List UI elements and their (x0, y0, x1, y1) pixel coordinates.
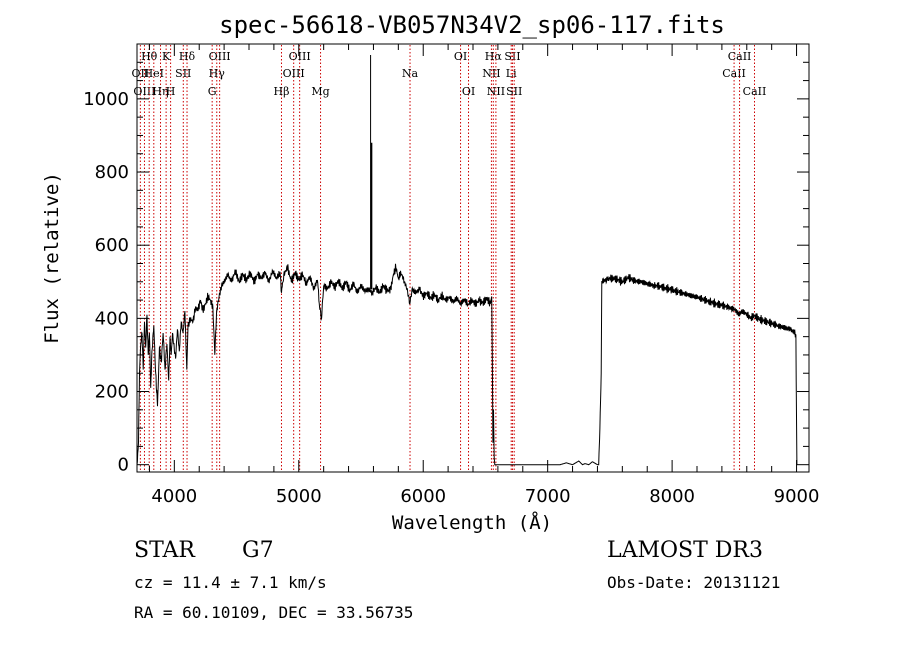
line-mark-label-8: Hδ (179, 50, 196, 63)
flux-series-0 (136, 263, 798, 466)
x-tick-label-0: 4000 (151, 486, 197, 507)
line-mark-label-27: CaII (743, 85, 767, 98)
line-mark-label-12: Hβ (274, 85, 290, 98)
y-tick-label-3: 600 (95, 235, 129, 256)
line-mark-label-17: OI (454, 50, 467, 63)
line-mark-label-6: H (166, 85, 176, 98)
flux-series-layer (136, 54, 798, 466)
plot-frame (136, 43, 810, 473)
line-mark-label-10: Hγ (209, 67, 226, 80)
x-tick-label-1: 5000 (276, 486, 322, 507)
line-mark-label-23: SII (504, 50, 520, 63)
line-mark-label-24: SII (506, 85, 522, 98)
axes: 4000 5000 6000 7000 8000 9000 0 200 400 600 800 100… (83, 44, 819, 507)
y-tick-label-2: 400 (95, 308, 129, 329)
line-mark-label-9: G (208, 85, 217, 98)
line-mark-label-4: Hη (152, 85, 168, 98)
x-axis-label: Wavelength (Å) (392, 511, 552, 534)
y-tick-label-1: 200 (95, 382, 129, 403)
x-tick-label-2: 6000 (400, 486, 446, 507)
line-mark-label-18: OI (462, 85, 475, 98)
line-mark-label-11: OIII (209, 50, 231, 63)
y-tick-label-4: 800 (95, 162, 129, 183)
observation-date: Obs-Date: 20131121 (607, 573, 781, 592)
line-mark-label-15: Mg (311, 85, 329, 98)
line-mark-label-22: Li (506, 67, 517, 80)
line-mark-label-14: OIII (289, 50, 311, 63)
line-mark-label-13: OIII (283, 67, 305, 80)
y-axis-label: Flux (relative) (41, 172, 63, 344)
line-mark-label-21: NII (487, 85, 505, 98)
line-mark-label-7: SII (175, 67, 191, 80)
line-mark-label-16: Na (402, 67, 419, 80)
line-mark-label-20: Hα (485, 50, 503, 63)
line-mark-label-26: CaII (728, 50, 752, 63)
line-mark-label-19: NII (482, 67, 500, 80)
line-mark-label-3: HeI (144, 67, 164, 80)
sky-coordinates: RA = 60.10109, DEC = 33.56735 (134, 603, 414, 622)
object-subclass: G7 (242, 538, 274, 563)
chart-title: spec-56618-VB057N34V2_sp06-117.fits (219, 11, 725, 39)
x-tick-label-4: 8000 (649, 486, 695, 507)
y-tick-label-0: 0 (118, 455, 129, 476)
x-tick-label-3: 7000 (525, 486, 571, 507)
object-class: STAR (134, 538, 195, 563)
x-tick-label-5: 9000 (774, 486, 820, 507)
y-tick-label-5: 1000 (83, 89, 129, 110)
line-mark-label-2: Hθ (141, 50, 158, 63)
survey-name: LAMOST DR3 (607, 538, 763, 563)
line-mark-label-5: K (162, 50, 171, 63)
line-mark-label-1: OIII (133, 85, 155, 98)
spectral-line-marks: OIIOIIIHθHeIHηKHSIIHδGHγOIIIHβOIIIOIIIMg… (132, 45, 767, 471)
line-mark-label-25: CaII (722, 67, 746, 80)
redshift-velocity: cz = 11.4 ± 7.1 km/s (134, 573, 327, 592)
